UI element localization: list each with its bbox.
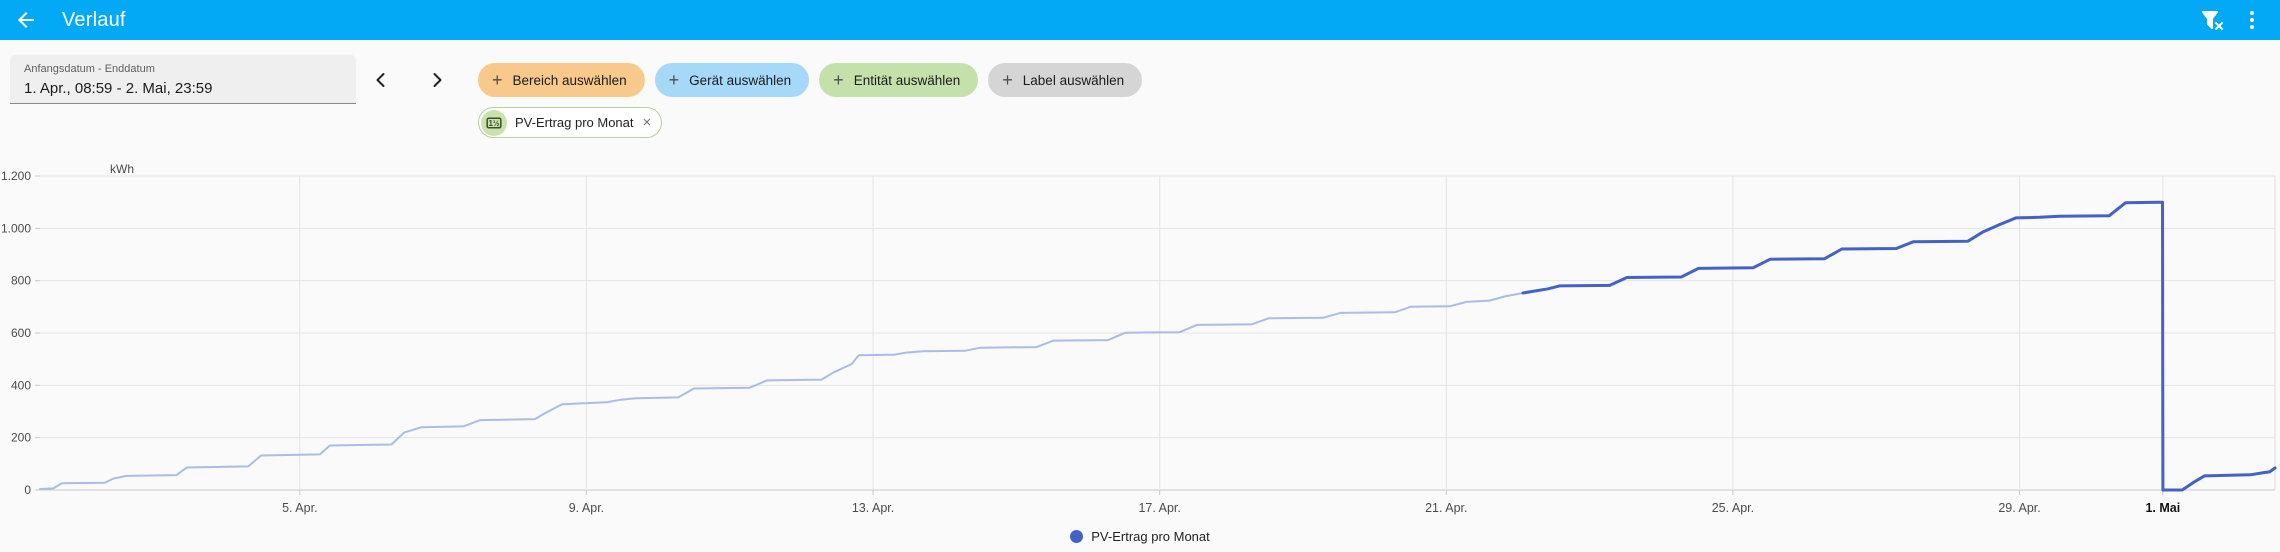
plus-icon: + xyxy=(492,70,503,90)
arrow-back-icon xyxy=(14,8,38,32)
legend-item[interactable]: PV-Ertrag pro Monat xyxy=(1070,529,1210,544)
y-axis-label: 200 xyxy=(11,431,31,445)
x-axis-label: 17. Apr. xyxy=(1138,501,1180,515)
x-axis-label: 13. Apr. xyxy=(852,501,894,515)
x-axis-label: 9. Apr. xyxy=(569,501,604,515)
x-axis-label: 1. Mai xyxy=(2145,501,2180,515)
legend-dot xyxy=(1070,529,1084,543)
page-title: Verlauf xyxy=(62,8,126,31)
date-range-label: Anfangsdatum - Enddatum xyxy=(24,63,155,75)
counter-icon: 1½ xyxy=(481,109,507,136)
x-axis-label: 29. Apr. xyxy=(1998,501,2040,515)
next-period-button[interactable] xyxy=(418,62,456,100)
y-axis-label: 0 xyxy=(24,483,31,497)
filter-remove-icon xyxy=(2200,8,2224,32)
chip-close-icon[interactable]: × xyxy=(642,114,652,131)
filter-chip[interactable]: + Bereich auswählen xyxy=(478,63,645,97)
kebab-menu-icon xyxy=(2240,8,2264,32)
filter-chip-label: Bereich auswählen xyxy=(512,72,627,88)
x-axis-label: 25. Apr. xyxy=(1712,501,1754,515)
chevron-left-icon xyxy=(372,71,390,92)
filter-chip-label: Gerät auswählen xyxy=(689,72,792,88)
svg-text:1½: 1½ xyxy=(488,119,499,128)
y-axis-unit-label: kWh xyxy=(110,162,134,176)
chevron-right-icon xyxy=(428,71,446,92)
date-range-picker[interactable]: Anfangsdatum - Enddatum 1. Apr., 08:59 -… xyxy=(10,55,356,104)
selected-entity-chip[interactable]: 1½ PV-Ertrag pro Monat × xyxy=(478,107,663,138)
x-axis-label: 21. Apr. xyxy=(1425,501,1467,515)
remove-filters-button[interactable] xyxy=(2192,0,2232,40)
plus-icon: + xyxy=(833,70,844,90)
legend-label: PV-Ertrag pro Monat xyxy=(1091,528,1210,544)
previous-period-button[interactable] xyxy=(362,62,400,100)
series-line-recent-history xyxy=(1521,200,2277,492)
y-axis-label: 600 xyxy=(11,326,31,340)
filter-chip[interactable]: + Entität auswählen xyxy=(819,63,979,97)
back-button[interactable] xyxy=(6,0,46,40)
y-axis-label: 1.000 xyxy=(1,221,31,235)
filter-chip[interactable]: + Label auswählen xyxy=(988,63,1143,97)
filter-chip-label: Entität auswählen xyxy=(853,72,961,88)
x-axis-label: 5. Apr. xyxy=(282,501,317,515)
y-axis-label: 1.200 xyxy=(1,169,31,183)
series-line-long-term-statistics xyxy=(39,292,1524,490)
y-axis-label: 400 xyxy=(11,378,31,392)
y-axis-label: 800 xyxy=(11,274,31,288)
plus-icon: + xyxy=(1002,70,1013,90)
plus-icon: + xyxy=(668,70,680,90)
filter-chip-label: Label auswählen xyxy=(1022,72,1125,88)
filter-chip-row: + Bereich auswählen + Gerät auswählen + Entit… xyxy=(478,63,1143,97)
overflow-menu-button[interactable] xyxy=(2232,0,2272,40)
filter-chip[interactable]: + Gerät auswählen xyxy=(654,63,810,97)
chart-legend: PV-Ertrag pro Monat xyxy=(0,524,2280,548)
selected-entity-label: PV-Ertrag pro Monat xyxy=(515,115,634,130)
history-chart[interactable]: 0 200 400 600 800 1.000 1.200 kWh 5. Apr. 9. Apr.… xyxy=(0,150,2280,552)
date-range-value: 1. Apr., 08:59 - 2. Mai, 23:59 xyxy=(24,80,213,97)
app-header: Verlauf xyxy=(0,0,2280,40)
